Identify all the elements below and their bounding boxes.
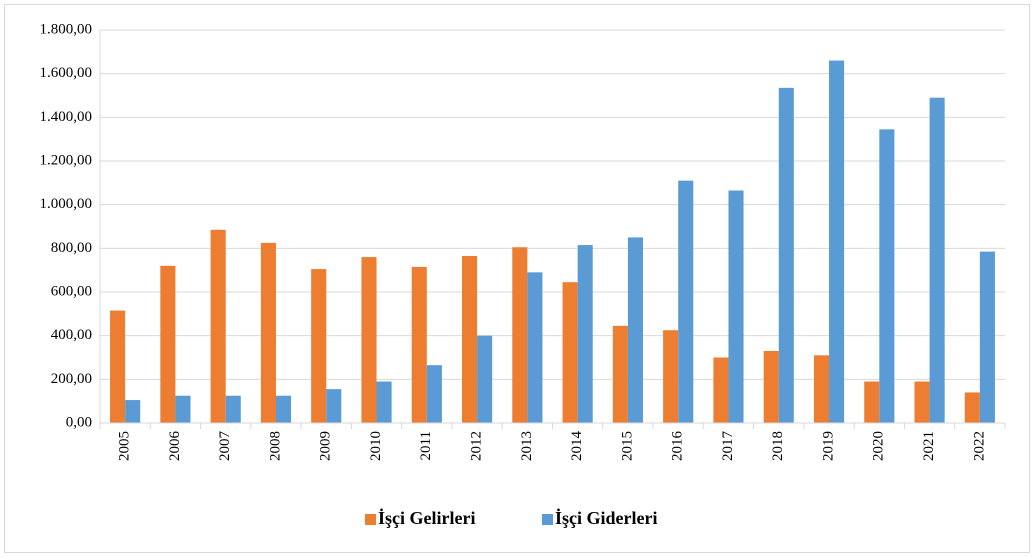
x-tick-label: 2008 <box>267 431 283 461</box>
bar <box>376 381 392 423</box>
legend-label: İşçi Giderleri <box>555 508 657 528</box>
y-tick-label: 1.800,00 <box>40 21 93 37</box>
x-tick-label: 2011 <box>418 431 434 460</box>
y-tick-label: 1.000,00 <box>40 196 93 212</box>
bar <box>125 400 141 423</box>
y-tick-label: 0,00 <box>66 414 92 430</box>
bar <box>627 237 643 423</box>
x-tick-label: 2014 <box>569 431 585 462</box>
bar <box>260 242 276 423</box>
bar <box>326 389 342 423</box>
bar <box>663 330 679 423</box>
bar <box>763 350 779 423</box>
x-tick-label: 2006 <box>167 431 183 462</box>
bar <box>929 97 945 423</box>
bar <box>964 392 980 423</box>
y-tick-label: 1.200,00 <box>40 152 93 168</box>
x-tick-label: 2013 <box>519 431 535 461</box>
x-tick-label: 2022 <box>971 431 987 461</box>
x-tick-label: 2019 <box>820 431 836 461</box>
bar <box>426 365 442 423</box>
bar <box>813 355 830 423</box>
y-tick-label: 800,00 <box>51 240 92 256</box>
bar <box>225 395 241 423</box>
bar <box>979 251 995 423</box>
x-tick-label: 2005 <box>117 431 133 461</box>
y-tick-label: 1.600,00 <box>40 65 93 81</box>
bar <box>879 129 895 423</box>
bar <box>175 395 191 423</box>
x-tick-label: 2021 <box>921 431 937 461</box>
legend-swatch <box>542 514 553 525</box>
legend-label: İşçi Gelirleri <box>378 508 475 528</box>
bar <box>728 190 744 423</box>
bar <box>562 282 578 423</box>
x-tick-label: 2009 <box>318 431 334 461</box>
bar <box>411 266 427 423</box>
legend-swatch <box>365 514 376 525</box>
x-tick-label: 2015 <box>619 431 635 461</box>
bar <box>864 381 880 423</box>
bar <box>577 245 593 423</box>
bar <box>110 310 126 423</box>
bar <box>160 265 176 423</box>
y-tick-label: 200,00 <box>51 371 92 387</box>
y-tick-label: 400,00 <box>51 327 92 343</box>
bar <box>612 325 628 423</box>
bar <box>527 272 543 423</box>
bar <box>210 229 226 423</box>
bar <box>311 269 327 423</box>
y-tick-label: 1.400,00 <box>40 109 93 125</box>
x-tick-label: 2012 <box>469 431 485 461</box>
bar <box>477 335 493 423</box>
y-tick-label: 600,00 <box>51 283 92 299</box>
bar <box>713 357 729 423</box>
x-tick-label: 2016 <box>670 431 686 462</box>
bar <box>361 257 377 423</box>
bar <box>778 87 794 423</box>
bar <box>914 381 930 423</box>
bar <box>829 60 845 424</box>
x-tick-label: 2018 <box>770 431 786 461</box>
x-tick-label: 2010 <box>368 431 384 461</box>
bar <box>512 247 528 423</box>
bar <box>275 395 292 423</box>
x-tick-label: 2007 <box>217 431 233 462</box>
x-tick-label: 2017 <box>720 431 736 462</box>
bar <box>462 255 478 423</box>
x-tick-label: 2020 <box>871 431 887 461</box>
bar <box>678 180 694 423</box>
